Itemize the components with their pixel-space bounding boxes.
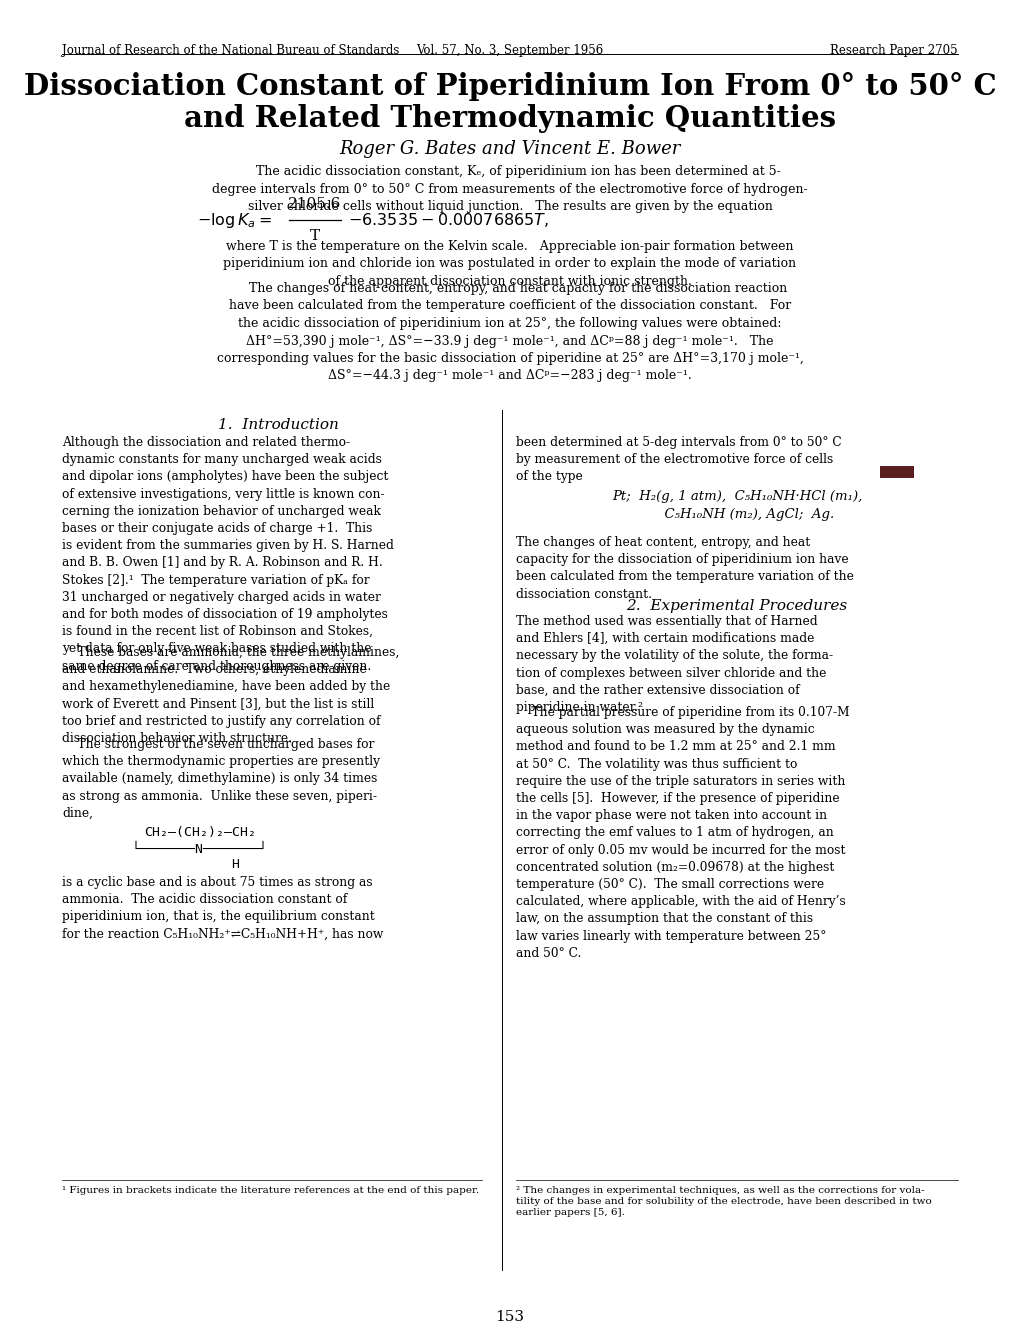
Text: Dissociation Constant of Piperidinium Ion From 0° to 50° C: Dissociation Constant of Piperidinium Io… <box>23 73 996 101</box>
Text: The changes of heat content, entropy, and heat capacity for the dissociation rea: The changes of heat content, entropy, an… <box>216 282 803 383</box>
Text: The acidic dissociation constant, Kₑ, of piperidinium ion has been determined at: The acidic dissociation constant, Kₑ, of… <box>212 165 807 212</box>
Text: Research Paper 2705: Research Paper 2705 <box>829 44 957 56</box>
Text: $-\log K_a =$: $-\log K_a =$ <box>197 211 272 230</box>
Text: Pt;  H₂(g, 1 atm),  C₅H₁₀NH·HCl (m₁),
      C₅H₁₀NH (m₂), AgCl;  Ag.: Pt; H₂(g, 1 atm), C₅H₁₀NH·HCl (m₁), C₅H₁… <box>611 491 861 521</box>
Text: └───────N───────┘: └───────N───────┘ <box>131 843 268 856</box>
Text: 1.  Introduction: 1. Introduction <box>217 418 338 431</box>
Text: H: H <box>160 857 239 871</box>
Text: 153: 153 <box>495 1310 524 1324</box>
Text: The changes of heat content, entropy, and heat
capacity for the dissociation of : The changes of heat content, entropy, an… <box>516 536 853 601</box>
Text: Vol. 57, No. 3, September 1956: Vol. 57, No. 3, September 1956 <box>416 44 603 56</box>
Text: These bases are ammonia, the three methylamines,
and ethanolamine.  Two others, : These bases are ammonia, the three methy… <box>62 646 399 745</box>
Text: 2.  Experimental Procedures: 2. Experimental Procedures <box>626 599 847 613</box>
Text: 2105.6: 2105.6 <box>288 198 341 211</box>
Text: been determined at 5-deg intervals from 0° to 50° C
by measurement of the electr: been determined at 5-deg intervals from … <box>516 435 841 484</box>
Text: The partial pressure of piperidine from its 0.107-M
aqueous solution was measure: The partial pressure of piperidine from … <box>516 706 849 960</box>
Text: ² The changes in experimental techniques, as well as the corrections for vola-
t: ² The changes in experimental techniques… <box>516 1185 930 1218</box>
Text: where T is the temperature on the Kelvin scale.   Appreciable ion-pair formation: where T is the temperature on the Kelvin… <box>223 241 796 288</box>
Text: CH₂—(CH₂)₂—CH₂: CH₂—(CH₂)₂—CH₂ <box>144 827 256 839</box>
Text: ¹ Figures in brackets indicate the literature references at the end of this pape: ¹ Figures in brackets indicate the liter… <box>62 1185 479 1195</box>
Text: Roger G. Bates and Vincent E. Bower: Roger G. Bates and Vincent E. Bower <box>339 140 680 159</box>
Text: The method used was essentially that of Harned
and Ehlers [4], with certain modi: The method used was essentially that of … <box>516 616 833 714</box>
Text: $-6.3535-0.00076865T,$: $-6.3535-0.00076865T,$ <box>347 211 548 228</box>
Text: Journal of Research of the National Bureau of Standards: Journal of Research of the National Bure… <box>62 44 399 56</box>
Bar <box>879 466 913 478</box>
Text: Although the dissociation and related thermo-
dynamic constants for many uncharg: Although the dissociation and related th… <box>62 435 393 672</box>
Text: T: T <box>310 228 320 243</box>
Text: is a cyclic base and is about 75 times as strong as
ammonia.  The acidic dissoci: is a cyclic base and is about 75 times a… <box>62 876 383 941</box>
Text: and Related Thermodynamic Quantities: and Related Thermodynamic Quantities <box>183 103 836 133</box>
Text: The strongest of the seven uncharged bases for
which the thermodynamic propertie: The strongest of the seven uncharged bas… <box>62 738 380 820</box>
